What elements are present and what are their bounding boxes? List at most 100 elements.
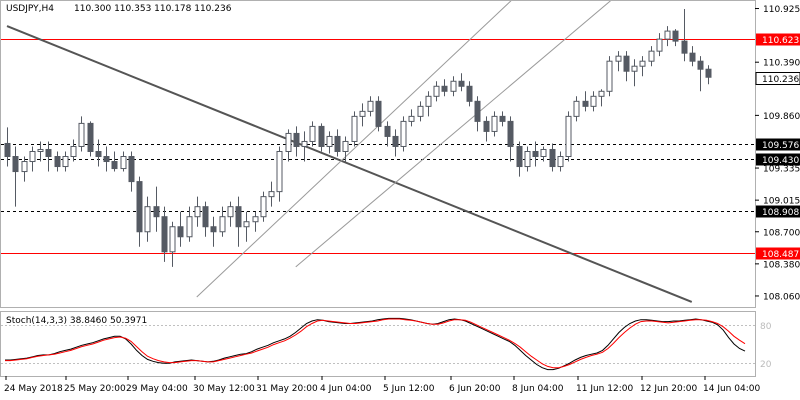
candle-bear (499, 115, 506, 122)
level-label: 109.430 (762, 156, 799, 166)
candle-bear (582, 100, 589, 107)
x-tick-label: 6 Jun 20:00 (449, 384, 501, 394)
candle-bull (252, 216, 259, 223)
candle-bull (260, 196, 267, 218)
candle-bull (573, 100, 580, 117)
x-tick-label: 14 Jun 04:00 (703, 384, 760, 394)
candle-bear (483, 120, 490, 132)
level-label-box (756, 138, 800, 151)
candle-bear (12, 156, 19, 173)
candle-bull (285, 132, 292, 152)
stoch-signal-line (5, 318, 746, 369)
candle-bear (95, 150, 102, 158)
candle-bear (507, 120, 514, 147)
candle-bull (62, 156, 69, 168)
candle-bull (631, 65, 638, 72)
stoch-level-label: 20 (760, 360, 772, 370)
level-label: 108.908 (762, 208, 799, 218)
candle-bear (532, 150, 539, 158)
candle-bull (664, 30, 671, 40)
candle-bear (689, 52, 696, 62)
candle-bull (648, 50, 655, 62)
level-label: 108.487 (762, 250, 799, 260)
candle-bear (549, 148, 556, 168)
stoch-panel-frame (0, 311, 756, 377)
stoch-main-line (5, 317, 746, 371)
candle-bear (45, 148, 52, 158)
level-label-box (756, 153, 800, 166)
candle-bear (516, 145, 523, 168)
chart-title: USDJPY,H4 (6, 4, 54, 14)
candle-bear (705, 68, 712, 78)
level-label-box (756, 247, 800, 260)
candle-bear (87, 122, 94, 152)
y-tick-label: 108.700 (763, 228, 800, 238)
candle-bull (425, 95, 432, 107)
price-panel-frame (0, 0, 756, 308)
x-tick-label: 4 Jun 04:00 (320, 384, 372, 394)
candle-bear (384, 125, 391, 137)
candle-bear (293, 132, 300, 147)
candle-bull (400, 120, 407, 147)
candle-bull (29, 150, 36, 163)
candle-bull (639, 60, 646, 67)
y-tick-label: 108.060 (763, 292, 800, 302)
candle-bull (598, 90, 605, 97)
candle-bull (417, 105, 424, 117)
candle-bull (615, 55, 622, 62)
candle-bull (21, 161, 28, 173)
x-tick-label: 8 Jun 04:00 (512, 384, 564, 394)
candle-bear (318, 125, 325, 147)
candle-bull (565, 115, 572, 158)
candle-bull (70, 145, 77, 158)
x-tick-label: 5 Jun 12:00 (383, 384, 435, 394)
candle-bear (375, 100, 382, 127)
candle-bear (235, 206, 242, 228)
x-tick-label: 25 May 20:00 (64, 384, 126, 394)
candle-bear (392, 135, 399, 147)
candle-bull (227, 206, 234, 218)
candle-bull (169, 226, 176, 253)
candle-bull (491, 115, 498, 132)
candle-bull (301, 140, 308, 147)
candle-bull (524, 150, 531, 168)
level-label-box (756, 205, 800, 218)
candle-bull (408, 115, 415, 122)
candle-bear (210, 226, 217, 233)
candle-bear (474, 100, 481, 122)
x-tick-label: 11 Jun 12:00 (576, 384, 633, 394)
candle-bear (177, 226, 184, 238)
candle-bear (672, 30, 679, 42)
candle-bull (433, 85, 440, 97)
candle-bear (441, 85, 448, 92)
candle-bull (219, 216, 226, 233)
candle-bull (194, 206, 201, 218)
candle-bull (606, 60, 613, 92)
candle-bull (450, 80, 457, 92)
candle-bull (186, 216, 193, 238)
candle-bull (342, 140, 349, 152)
y-tick-label: 109.335 (763, 165, 800, 175)
x-tick-label: 31 May 20:00 (256, 384, 318, 394)
candle-bull (144, 206, 151, 233)
candle-bear (4, 142, 11, 158)
candle-bear (466, 85, 473, 102)
level-label-box (756, 33, 800, 46)
candle-bull (120, 156, 127, 170)
candle-bull (268, 191, 275, 198)
channel-line (196, 1, 512, 298)
candle-bull (359, 110, 366, 117)
candle-bear (153, 206, 160, 218)
candle-bull (590, 95, 597, 107)
trendline (6, 25, 693, 303)
y-tick-label: 110.390 (763, 59, 800, 69)
candle-bull (243, 221, 250, 228)
y-tick-label: 108.380 (763, 260, 800, 270)
candle-bear (161, 216, 168, 253)
candle-bull (276, 150, 283, 193)
x-tick-label: 30 May 12:00 (193, 384, 255, 394)
level-label: 109.576 (762, 141, 799, 151)
candle-bull (656, 38, 663, 52)
y-tick-label: 110.925 (763, 5, 800, 15)
